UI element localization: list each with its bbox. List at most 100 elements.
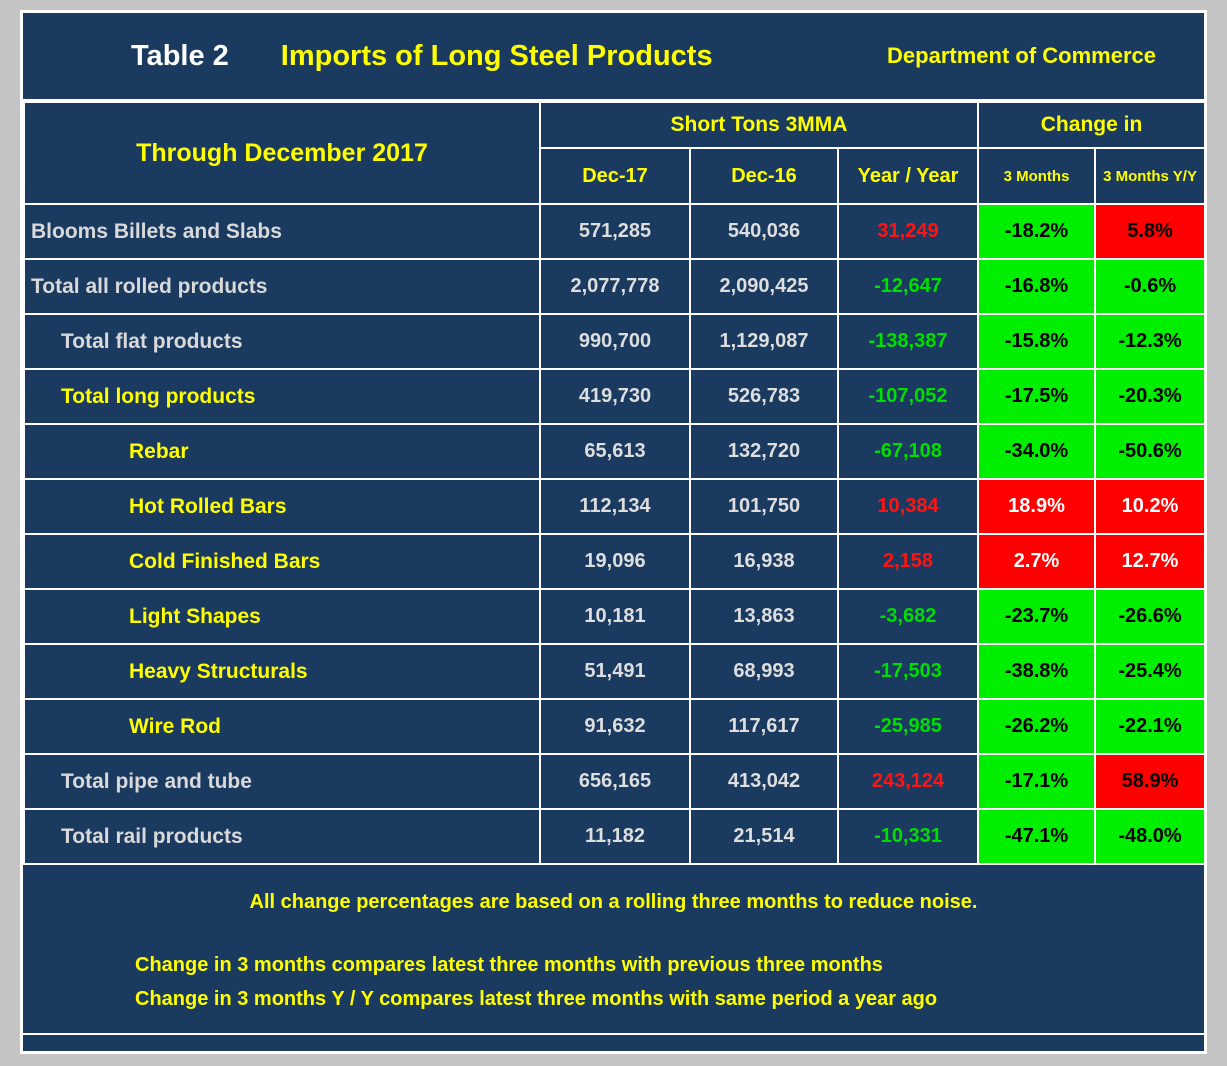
value-dec16: 1,129,087 — [689, 313, 839, 370]
table-row: Blooms Billets and Slabs 571,285 540,036 31… — [23, 203, 1207, 260]
value-year-over-year: -3,682 — [836, 588, 980, 645]
table-row: Rebar 65,613 132,720 -67,108 -34.0% -50.6% — [23, 423, 1207, 480]
value-year-over-year: 10,384 — [836, 478, 980, 535]
table-row: Heavy Structurals 51,491 68,993 -17,503 -38.… — [23, 643, 1207, 700]
bottom-strip — [23, 1033, 1204, 1051]
change-3-months: -47.1% — [977, 808, 1097, 865]
value-dec16: 540,036 — [689, 203, 839, 260]
change-3-months-yy: -0.6% — [1094, 258, 1207, 315]
value-dec17: 571,285 — [539, 203, 691, 260]
table-row: Hot Rolled Bars 112,134 101,750 10,384 18.9%… — [23, 478, 1207, 535]
value-dec17: 2,077,778 — [539, 258, 691, 315]
title-bar: Table 2 Imports of Long Steel Products D… — [23, 13, 1204, 101]
value-dec17: 10,181 — [539, 588, 691, 645]
value-dec17: 11,182 — [539, 808, 691, 865]
note-line: Change in 3 months Y / Y compares latest… — [135, 988, 938, 1010]
change-3-months-yy: -25.4% — [1094, 643, 1207, 700]
table-row: Total all rolled products 2,077,778 2,090,… — [23, 258, 1207, 315]
value-dec16: 117,617 — [689, 698, 839, 755]
note-line: Change in 3 months compares latest three… — [135, 954, 883, 976]
value-dec16: 13,863 — [689, 588, 839, 645]
row-label: Blooms Billets and Slabs — [23, 203, 541, 260]
imports-table: Through December 2017 Short Tons 3MMA Ch… — [23, 101, 1207, 865]
row-label: Hot Rolled Bars — [23, 478, 541, 535]
column-header: Dec-16 — [689, 147, 839, 205]
table-row: Light Shapes 10,181 13,863 -3,682 -23.7% -26.… — [23, 588, 1207, 645]
row-label: Light Shapes — [23, 588, 541, 645]
row-label: Total all rolled products — [23, 258, 541, 315]
value-dec16: 21,514 — [689, 808, 839, 865]
change-3-months: -34.0% — [977, 423, 1097, 480]
row-label: Cold Finished Bars — [23, 533, 541, 590]
change-3-months-yy: -48.0% — [1094, 808, 1207, 865]
value-dec16: 132,720 — [689, 423, 839, 480]
change-3-months: -17.1% — [977, 753, 1097, 810]
change-3-months: -16.8% — [977, 258, 1097, 315]
value-year-over-year: -25,985 — [836, 698, 980, 755]
value-dec17: 656,165 — [539, 753, 691, 810]
change-3-months: -17.5% — [977, 368, 1097, 425]
value-year-over-year: -17,503 — [836, 643, 980, 700]
change-3-months-yy: 58.9% — [1094, 753, 1207, 810]
row-label: Heavy Structurals — [23, 643, 541, 700]
change-3-months-yy: -12.3% — [1094, 313, 1207, 370]
imports-table-frame: Table 2 Imports of Long Steel Products D… — [20, 10, 1207, 1054]
value-year-over-year: -10,331 — [836, 808, 980, 865]
change-3-months-yy: -50.6% — [1094, 423, 1207, 480]
row-label: Total long products — [23, 368, 541, 425]
table-row: Total long products 419,730 526,783 -107,05… — [23, 368, 1207, 425]
value-dec17: 91,632 — [539, 698, 691, 755]
value-dec16: 2,090,425 — [689, 258, 839, 315]
row-label: Rebar — [23, 423, 541, 480]
change-3-months: 2.7% — [977, 533, 1097, 590]
value-dec16: 413,042 — [689, 753, 839, 810]
note-line: All change percentages are based on a ro… — [249, 891, 978, 913]
value-dec17: 19,096 — [539, 533, 691, 590]
value-dec16: 526,783 — [689, 368, 839, 425]
value-year-over-year: 31,249 — [836, 203, 980, 260]
value-year-over-year: -67,108 — [836, 423, 980, 480]
column-header: Year / Year — [836, 147, 980, 205]
value-year-over-year: 243,124 — [836, 753, 980, 810]
period-label: Through December 2017 — [23, 101, 541, 205]
column-header: Dec-17 — [539, 147, 691, 205]
value-dec16: 68,993 — [689, 643, 839, 700]
change-3-months: -23.7% — [977, 588, 1097, 645]
table-row: Total rail products 11,182 21,514 -10,331 -4… — [23, 808, 1207, 865]
value-dec17: 112,134 — [539, 478, 691, 535]
value-dec16: 16,938 — [689, 533, 839, 590]
change-3-months-yy: 5.8% — [1094, 203, 1207, 260]
row-label: Wire Rod — [23, 698, 541, 755]
value-year-over-year: -12,647 — [836, 258, 980, 315]
group-header-short-tons: Short Tons 3MMA — [538, 101, 980, 149]
table-number-label: Table 2 — [131, 39, 229, 72]
value-dec17: 990,700 — [539, 313, 691, 370]
change-3-months-yy: -26.6% — [1094, 588, 1207, 645]
source-label: Department of Commerce — [887, 43, 1156, 68]
change-3-months: -38.8% — [977, 643, 1097, 700]
table-header: Through December 2017 Short Tons 3MMA Ch… — [23, 101, 1207, 205]
change-3-months: -26.2% — [977, 698, 1097, 755]
change-3-months-yy: 10.2% — [1094, 478, 1207, 535]
column-header-row: Dec-17 Dec-16 Year / Year 3 Months 3 Months … — [24, 147, 1207, 205]
change-3-months-yy: 12.7% — [1094, 533, 1207, 590]
table-row: Wire Rod 91,632 117,617 -25,985 -26.2% -22.1% — [23, 698, 1207, 755]
value-dec17: 51,491 — [539, 643, 691, 700]
page-title: Imports of Long Steel Products — [280, 39, 713, 72]
table-row: Cold Finished Bars 19,096 16,938 2,158 2.7% 1… — [23, 533, 1207, 590]
column-header: 3 Months Y/Y — [1094, 147, 1207, 205]
row-label: Total flat products — [23, 313, 541, 370]
row-label: Total rail products — [23, 808, 541, 865]
value-year-over-year: -138,387 — [836, 313, 980, 370]
change-3-months: -15.8% — [977, 313, 1097, 370]
table-body: Blooms Billets and Slabs 571,285 540,036 31… — [23, 203, 1207, 865]
table-row: Total pipe and tube 656,165 413,042 243,124… — [23, 753, 1207, 810]
value-dec17: 65,613 — [539, 423, 691, 480]
value-dec16: 101,750 — [689, 478, 839, 535]
change-3-months: -18.2% — [977, 203, 1097, 260]
value-year-over-year: -107,052 — [836, 368, 980, 425]
table-row: Total flat products 990,700 1,129,087 -138,… — [23, 313, 1207, 370]
row-label: Total pipe and tube — [23, 753, 541, 810]
group-header-row: Through December 2017 Short Tons 3MMA Ch… — [23, 101, 1207, 205]
